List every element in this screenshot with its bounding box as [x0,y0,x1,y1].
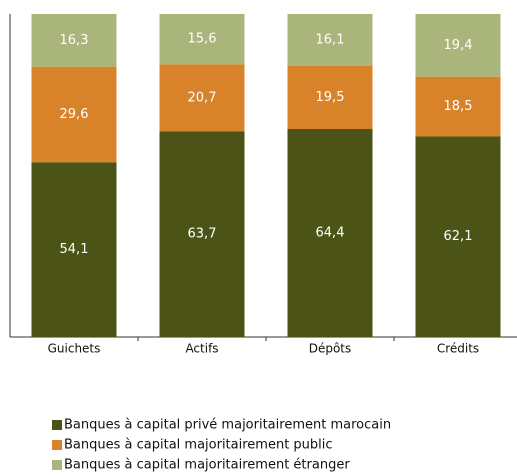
bar-segment [159,131,245,337]
bar-segment [415,14,501,77]
x-tick-label: Dépôts [309,342,352,356]
bar-segment [31,66,117,163]
legend-swatch [52,420,62,430]
bar-segment [287,14,373,67]
data-label: 19,4 [444,38,473,53]
data-label: 62,1 [444,229,473,244]
data-label: 18,5 [444,99,473,114]
data-label: 19,5 [316,90,345,105]
legend-swatch [52,440,62,450]
data-label: 20,7 [188,90,217,105]
legend-label: Banques à capital majoritairement étrang… [64,458,350,473]
data-label: 64,4 [316,225,345,240]
bar-segment [415,76,501,137]
legend-label: Banques à capital privé majoritairement … [64,418,391,433]
legend-swatch [52,460,62,470]
data-label: 16,1 [316,33,345,48]
bar-segment [159,14,245,65]
bar-segment [31,162,117,337]
bar-segment [159,64,245,132]
bar-segment [287,128,373,337]
data-label: 54,1 [60,242,89,257]
legend-label: Banques à capital majoritairement public [64,438,333,453]
bar-segment [415,136,501,337]
data-label: 63,7 [188,227,217,242]
x-tick-label: Guichets [48,342,101,356]
data-label: 15,6 [188,32,217,47]
x-tick-label: Actifs [185,342,218,356]
x-tick-label: Crédits [437,342,479,356]
data-label: 29,6 [60,107,89,122]
data-label: 16,3 [60,33,89,48]
bar-segment [287,66,373,129]
bar-segment [31,14,117,67]
